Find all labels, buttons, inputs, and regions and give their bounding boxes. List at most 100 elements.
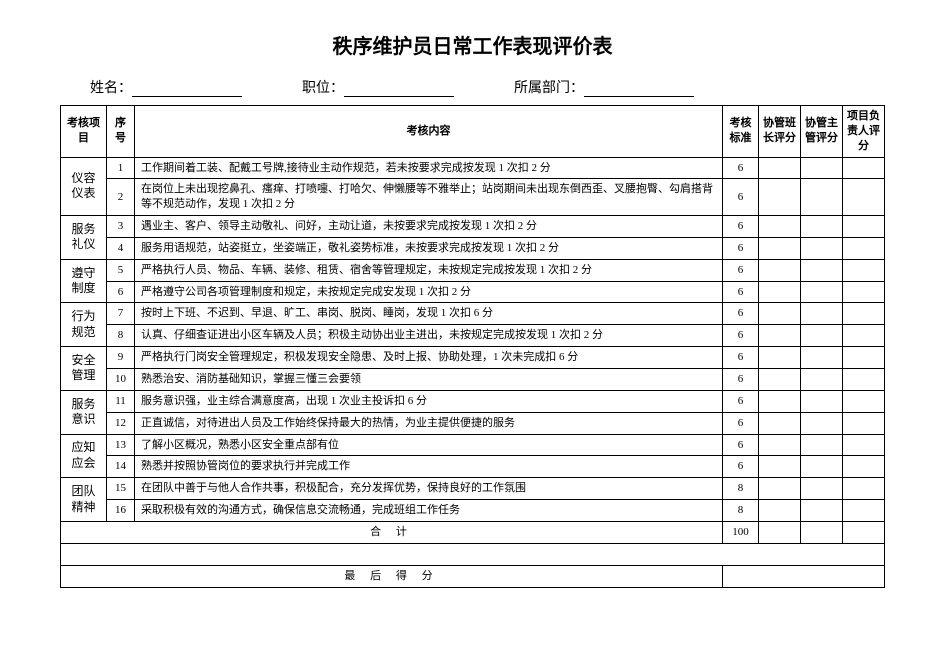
standard-cell: 6 — [723, 456, 759, 478]
score-cell[interactable] — [843, 157, 885, 179]
score-cell[interactable] — [801, 325, 843, 347]
score-cell[interactable] — [801, 303, 843, 325]
score-cell[interactable] — [759, 157, 801, 179]
standard-cell: 6 — [723, 303, 759, 325]
score-cell[interactable] — [759, 237, 801, 259]
standard-cell: 6 — [723, 281, 759, 303]
score-cell[interactable] — [801, 412, 843, 434]
table-row: 团队精神15在团队中善于与他人合作共事，积极配合，充分发挥优势，保持良好的工作氛… — [61, 478, 885, 500]
seq-cell: 6 — [107, 281, 135, 303]
score-cell[interactable] — [801, 478, 843, 500]
seq-cell: 4 — [107, 237, 135, 259]
score-cell[interactable] — [801, 347, 843, 369]
score-cell[interactable] — [759, 368, 801, 390]
score-cell[interactable] — [801, 179, 843, 216]
table-row: 行为规范7按时上下班、不迟到、早退、旷工、串岗、脱岗、睡岗，发现 1 次扣 6 … — [61, 303, 885, 325]
score-cell[interactable] — [843, 347, 885, 369]
score-cell[interactable] — [759, 281, 801, 303]
score-cell[interactable] — [843, 500, 885, 522]
score-cell[interactable] — [801, 157, 843, 179]
total-score-cell — [759, 521, 801, 543]
score-cell[interactable] — [801, 456, 843, 478]
name-blank[interactable] — [132, 79, 242, 97]
score-cell[interactable] — [759, 216, 801, 238]
score-cell[interactable] — [759, 259, 801, 281]
standard-cell: 6 — [723, 390, 759, 412]
position-label: 职位： — [302, 77, 344, 97]
category-cell: 安全管理 — [61, 347, 107, 391]
standard-cell: 8 — [723, 478, 759, 500]
score-cell[interactable] — [801, 434, 843, 456]
score-cell[interactable] — [759, 347, 801, 369]
score-cell[interactable] — [843, 390, 885, 412]
total-row: 合 计100 — [61, 521, 885, 543]
score-cell[interactable] — [801, 259, 843, 281]
evaluation-table: 考核项目 序号 考核内容 考核标准 协管班长评分 协管主管评分 项目负责人评分 … — [60, 105, 885, 588]
score-cell[interactable] — [843, 303, 885, 325]
seq-cell: 16 — [107, 500, 135, 522]
seq-cell: 2 — [107, 179, 135, 216]
standard-cell: 6 — [723, 216, 759, 238]
standard-cell: 6 — [723, 157, 759, 179]
score-cell[interactable] — [801, 281, 843, 303]
position-blank[interactable] — [344, 79, 454, 97]
score-cell[interactable] — [843, 412, 885, 434]
score-cell[interactable] — [759, 456, 801, 478]
score-cell[interactable] — [801, 216, 843, 238]
final-value[interactable] — [723, 565, 885, 587]
score-cell[interactable] — [843, 281, 885, 303]
score-cell[interactable] — [843, 478, 885, 500]
seq-cell: 13 — [107, 434, 135, 456]
content-cell: 按时上下班、不迟到、早退、旷工、串岗、脱岗、睡岗，发现 1 次扣 6 分 — [135, 303, 723, 325]
content-cell: 严格执行人员、物品、车辆、装修、租赁、宿舍等管理规定，未按规定完成按发现 1 次… — [135, 259, 723, 281]
seq-cell: 10 — [107, 368, 135, 390]
score-cell[interactable] — [843, 216, 885, 238]
content-cell: 服务意识强，业主综合满意度高，出现 1 次业主投诉扣 6 分 — [135, 390, 723, 412]
score-cell[interactable] — [801, 500, 843, 522]
table-row: 16采取积极有效的沟通方式，确保信息交流畅通，完成班组工作任务8 — [61, 500, 885, 522]
page-title: 秩序维护员日常工作表现评价表 — [60, 30, 885, 59]
content-cell: 熟悉治安、消防基础知识，掌握三懂三会要领 — [135, 368, 723, 390]
score-cell[interactable] — [843, 368, 885, 390]
seq-cell: 5 — [107, 259, 135, 281]
standard-cell: 6 — [723, 237, 759, 259]
seq-cell: 8 — [107, 325, 135, 347]
score-cell[interactable] — [759, 303, 801, 325]
standard-cell: 6 — [723, 368, 759, 390]
name-label: 姓名： — [90, 77, 132, 97]
score-cell[interactable] — [843, 325, 885, 347]
dept-blank[interactable] — [584, 79, 694, 97]
table-row: 仪容仪表1工作期间着工装、配戴工号牌,接待业主动作规范，若未按要求完成按发现 1… — [61, 157, 885, 179]
score-cell[interactable] — [843, 237, 885, 259]
standard-cell: 6 — [723, 347, 759, 369]
th-seq: 序号 — [107, 106, 135, 158]
category-cell: 行为规范 — [61, 303, 107, 347]
score-cell[interactable] — [759, 412, 801, 434]
content-cell: 服务用语规范，站姿挺立，坐姿端正，敬礼姿势标准，未按要求完成按发现 1 次扣 2… — [135, 237, 723, 259]
table-row: 服务礼仪3遇业主、客户、领导主动敬礼、问好，主动让道，未按要求完成按发现 1 次… — [61, 216, 885, 238]
score-cell[interactable] — [801, 390, 843, 412]
score-cell[interactable] — [759, 390, 801, 412]
content-cell: 严格遵守公司各项管理制度和规定，未按规定完成安发现 1 次扣 2 分 — [135, 281, 723, 303]
score-cell[interactable] — [843, 434, 885, 456]
empty-cell — [61, 543, 885, 565]
table-row: 12正直诚信，对待进出人员及工作始终保持最大的热情，为业主提供便捷的服务6 — [61, 412, 885, 434]
content-cell: 严格执行门岗安全管理规定，积极发现安全隐患、及时上报、协助处理，1 次未完成扣 … — [135, 347, 723, 369]
score-cell[interactable] — [759, 434, 801, 456]
table-row: 4服务用语规范，站姿挺立，坐姿端正，敬礼姿势标准，未按要求完成按发现 1 次扣 … — [61, 237, 885, 259]
score-cell[interactable] — [843, 456, 885, 478]
score-cell[interactable] — [759, 478, 801, 500]
table-body: 仪容仪表1工作期间着工装、配戴工号牌,接待业主动作规范，若未按要求完成按发现 1… — [61, 157, 885, 587]
final-label: 最 后 得 分 — [61, 565, 723, 587]
score-cell[interactable] — [801, 368, 843, 390]
header-row: 考核项目 序号 考核内容 考核标准 协管班长评分 协管主管评分 项目负责人评分 — [61, 106, 885, 158]
th-content: 考核内容 — [135, 106, 723, 158]
score-cell[interactable] — [843, 179, 885, 216]
table-row: 应知应会13了解小区概况，熟悉小区安全重点部有位6 — [61, 434, 885, 456]
th-category: 考核项目 — [61, 106, 107, 158]
score-cell[interactable] — [843, 259, 885, 281]
score-cell[interactable] — [759, 500, 801, 522]
score-cell[interactable] — [759, 179, 801, 216]
score-cell[interactable] — [759, 325, 801, 347]
score-cell[interactable] — [801, 237, 843, 259]
